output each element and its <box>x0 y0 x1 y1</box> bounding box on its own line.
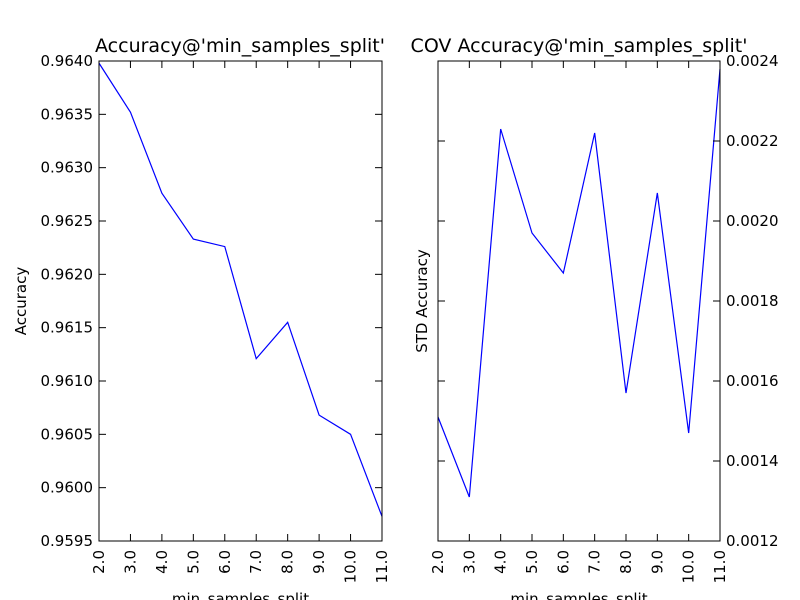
accuracy-y-tick-label: 0.9615 <box>41 319 94 337</box>
std-accuracy-x-tick-label: 3.0 <box>460 550 478 574</box>
accuracy-y-tick-label: 0.9640 <box>41 52 94 70</box>
std-accuracy-panel: 2.0 3.0 4.0 5.0 6.0 7.0 8.0 9.0 10.0 11.00.0012 0.… <box>411 35 779 600</box>
accuracy-x-tick-label: 7.0 <box>247 550 265 574</box>
accuracy-x-tick-label: 4.0 <box>153 550 171 574</box>
accuracy-y-tick-label: 0.9630 <box>41 159 94 177</box>
std-accuracy-y-axis-label: STD Accuracy <box>413 249 431 353</box>
accuracy-x-tick-label: 2.0 <box>90 550 108 574</box>
std-accuracy-x-tick-label: 10.0 <box>680 550 698 583</box>
std-accuracy-y-tick-label: 0.0018 <box>726 292 779 310</box>
accuracy-x-axis-label: min_samples_split <box>172 590 309 600</box>
accuracy-axes-frame <box>98 60 383 542</box>
std-accuracy-y-tick-label: 0.0024 <box>726 52 779 70</box>
std-accuracy-y-tick-label: 0.0020 <box>726 212 779 230</box>
std-accuracy-x-tick-label: 2.0 <box>429 550 447 574</box>
std-accuracy-x-tick-label: 11.0 <box>711 550 729 583</box>
accuracy-y-tick-label: 0.9625 <box>41 212 94 230</box>
accuracy-y-tick-label: 0.9605 <box>41 425 94 443</box>
std-accuracy-x-tick-label: 9.0 <box>648 550 666 574</box>
accuracy-x-tick-label: 8.0 <box>279 550 297 574</box>
std-accuracy-y-tick-label: 0.0016 <box>726 372 779 390</box>
accuracy-x-tick-label: 6.0 <box>216 550 234 574</box>
accuracy-x-tick-label: 10.0 <box>342 550 360 583</box>
accuracy-series-line <box>98 62 383 517</box>
accuracy-x-tick-label: 5.0 <box>184 550 202 574</box>
std-accuracy-y-tick-label: 0.0012 <box>726 532 779 550</box>
accuracy-chart-title: Accuracy@'min_samples_split' <box>95 35 385 57</box>
std-accuracy-x-axis-label: min_samples_split <box>510 590 647 600</box>
std-accuracy-x-tick-label: 6.0 <box>554 550 572 574</box>
accuracy-panel: 2.0 3.0 4.0 5.0 6.0 7.0 8.0 9.0 10.0 11.0 0.9595 0.… <box>12 35 391 600</box>
std-accuracy-x-tick-label: 5.0 <box>523 550 541 574</box>
accuracy-y-axis-label: Accuracy <box>12 267 30 336</box>
std-accuracy-x-tick-label: 4.0 <box>492 550 510 574</box>
std-accuracy-x-tick-label: 7.0 <box>586 550 604 574</box>
accuracy-y-tick-label: 0.9595 <box>41 532 94 550</box>
accuracy-x-tick-label: 11.0 <box>373 550 391 583</box>
accuracy-y-tick-label: 0.9635 <box>41 105 94 123</box>
accuracy-y-tick-label: 0.9620 <box>41 265 94 283</box>
std-accuracy-x-tick-label: 8.0 <box>617 550 635 574</box>
std-accuracy-series-line <box>437 68 721 498</box>
accuracy-y-tick-label: 0.9600 <box>41 479 94 497</box>
std-accuracy-y-tick-label: 0.0014 <box>726 452 779 470</box>
std-accuracy-y-tick-label: 0.0022 <box>726 132 779 150</box>
accuracy-x-tick-label: 9.0 <box>310 550 328 574</box>
accuracy-x-tick-label: 3.0 <box>121 550 139 574</box>
std-accuracy-chart-title: COV Accuracy@'min_samples_split' <box>411 35 748 57</box>
accuracy-y-tick-label: 0.9610 <box>41 372 94 390</box>
